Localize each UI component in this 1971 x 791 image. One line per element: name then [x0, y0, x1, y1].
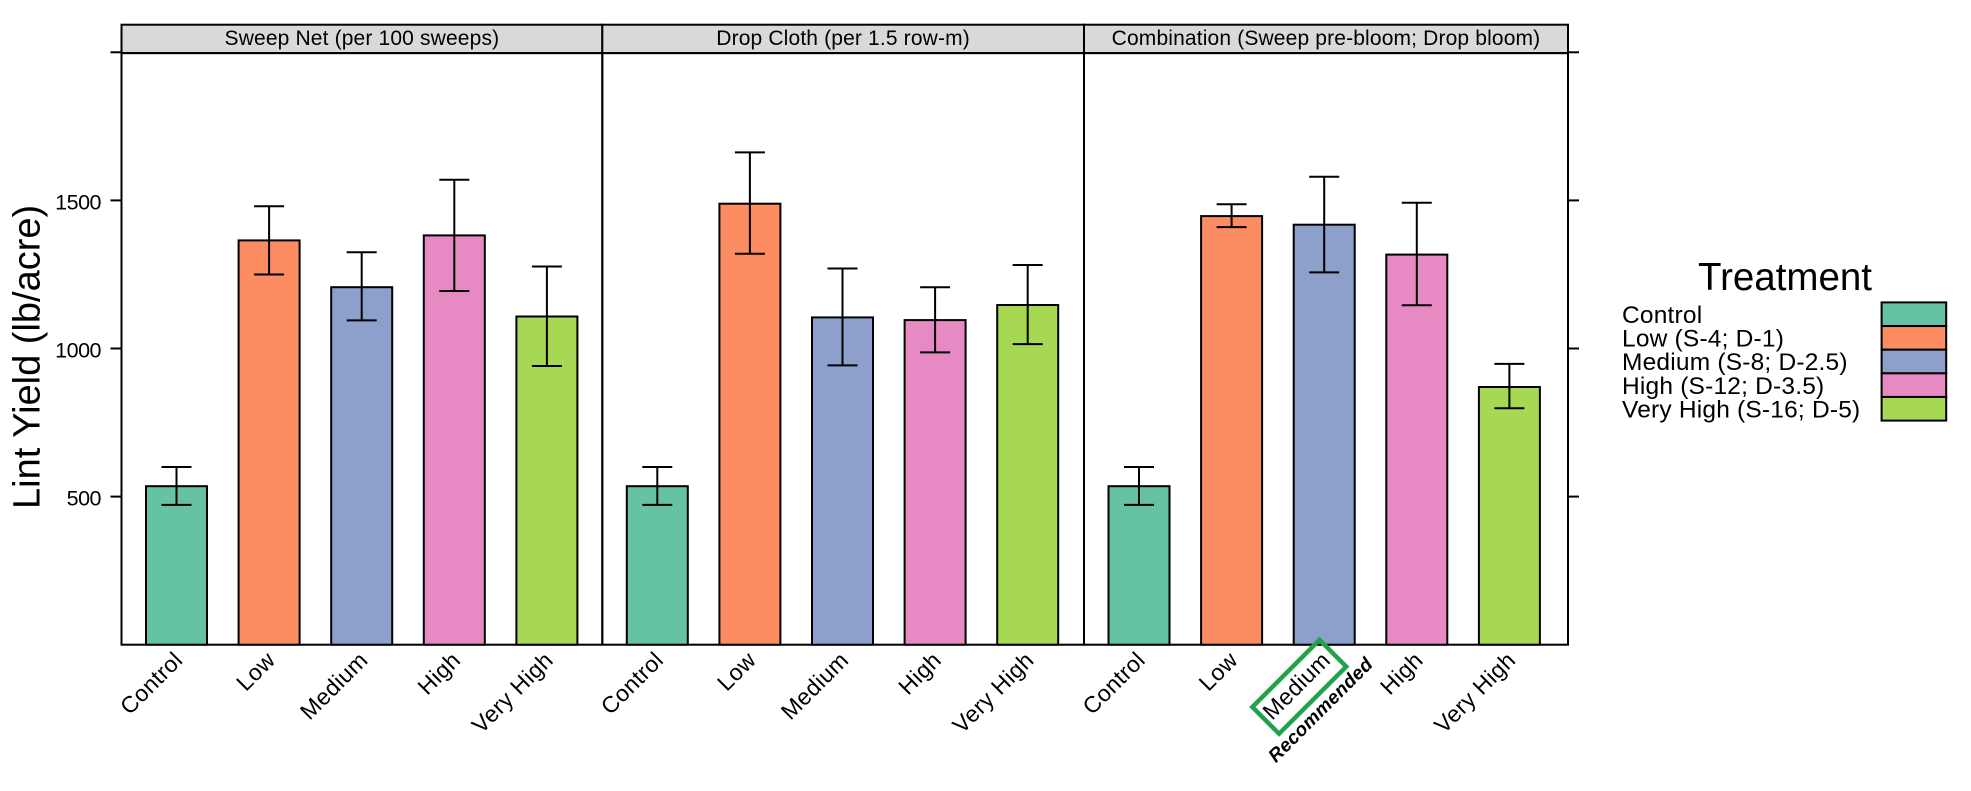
svg-text:Combination (Sweep pre-bloom;: Combination (Sweep pre-bloom; Drop bloom… — [1112, 27, 1541, 50]
svg-text:Low (S-4; D-1): Low (S-4; D-1) — [1622, 326, 1784, 353]
svg-text:500: 500 — [67, 487, 102, 511]
svg-text:Drop Cloth (per 1.5 row-m): Drop Cloth (per 1.5 row-m) — [716, 27, 970, 50]
svg-text:1000: 1000 — [55, 338, 101, 362]
svg-text:Medium (S-8; D-2.5): Medium (S-8; D-2.5) — [1622, 349, 1848, 376]
svg-text:Very High (S-16; D-5): Very High (S-16; D-5) — [1622, 397, 1860, 424]
svg-text:Control: Control — [1622, 302, 1702, 329]
svg-text:Sweep Net (per 100 sweeps): Sweep Net (per 100 sweeps) — [225, 27, 500, 50]
svg-text:1500: 1500 — [55, 190, 101, 214]
svg-text:Treatment: Treatment — [1698, 256, 1872, 299]
svg-text:High (S-12; D-3.5): High (S-12; D-3.5) — [1622, 373, 1824, 400]
svg-text:Lint Yield (lb/acre): Lint Yield (lb/acre) — [7, 205, 49, 509]
